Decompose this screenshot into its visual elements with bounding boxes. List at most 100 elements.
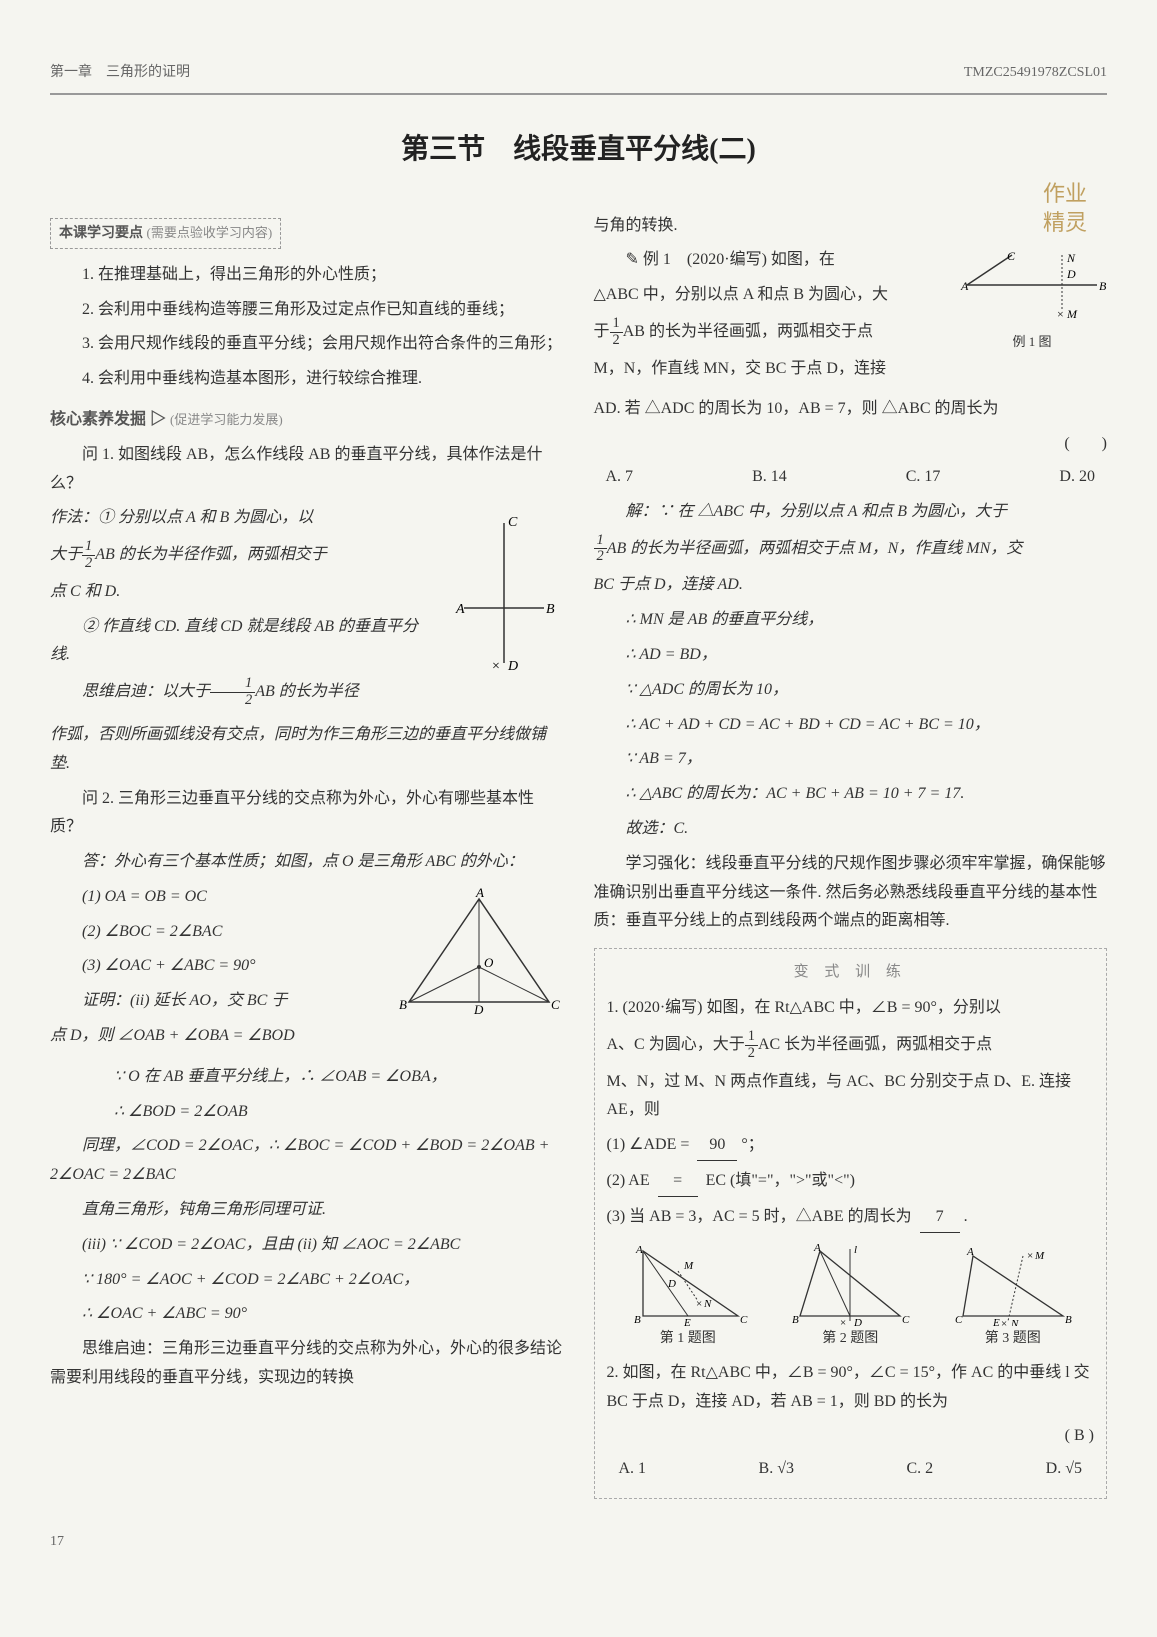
- header-bar: 第一章 三角形的证明 TMZC25491978ZCSL01: [50, 60, 1107, 95]
- q2-proof4: ∴ ∠BOD = 2∠OAB: [50, 1098, 564, 1127]
- svg-text:M: M: [683, 1260, 694, 1272]
- perp-bisector-svg: A B C × D: [444, 508, 564, 678]
- core-literacy-label: 核心素养发掘 ▷ (促进学习能力发展): [50, 406, 564, 435]
- label-text: 本课学习要点: [59, 226, 143, 241]
- circumcenter-diagram: A B C O D: [394, 887, 564, 1017]
- svg-text:N: N: [703, 1298, 712, 1310]
- q2-proof2: 点 D，则 ∠OAB + ∠OBA = ∠BOD: [50, 1022, 564, 1051]
- v2-choice-a: A. 1: [619, 1455, 647, 1484]
- q2-hint: 思维启迪：三角形三边垂直平分线的交点称为外心，外心的很多结论需要利用线段的垂直平…: [50, 1335, 564, 1393]
- fig1-svg: A B C M D E × N: [628, 1241, 748, 1326]
- example1-svg: A B C N D × M: [957, 250, 1107, 330]
- svg-text:×: ×: [492, 659, 500, 674]
- v1-q1: (1) ∠ADE = 90°；: [607, 1131, 1095, 1161]
- learning-points-label: 本课学习要点 (需要点验收学习内容): [50, 218, 281, 249]
- perp-bisector-diagram: A B C × D: [444, 508, 564, 678]
- label-sub: (促进学习能力发展): [170, 412, 283, 427]
- blank-perimeter: 7: [920, 1203, 960, 1233]
- svg-text:E: E: [683, 1317, 691, 1326]
- q2-intro: 问 2. 三角形三边垂直平分线的交点称为外心，外心有哪些基本性质？: [50, 785, 564, 843]
- cont-text: 与角的转换.: [594, 212, 1108, 241]
- watermark: 作业 精灵: [1043, 180, 1087, 237]
- svg-text:C: C: [955, 1314, 963, 1326]
- sol-7: ∴ AC + AD + CD = AC + BD + CD = AC + BC …: [594, 711, 1108, 740]
- svg-text:D: D: [507, 659, 518, 674]
- fig-1: A B C M D E × N 第 1 题图: [628, 1241, 748, 1351]
- svg-text:C: C: [508, 515, 518, 530]
- fig3-label: 第 3 题图: [953, 1326, 1073, 1351]
- svg-text:E: E: [992, 1317, 1000, 1326]
- sol-10: 故选：C.: [594, 815, 1108, 844]
- q2-proof7: (iii) ∵ ∠COD = 2∠OAC，且由 (ii) 知 ∠AOC = 2∠…: [50, 1231, 564, 1260]
- svg-text:B: B: [1099, 279, 1107, 293]
- q2-proof3: ∵ O 在 AB 垂直平分线上，∴ ∠OAB = ∠OBA，: [50, 1063, 564, 1092]
- q2-proof6: 直角三角形，钝角三角形同理可证.: [50, 1196, 564, 1225]
- variant-label: 变 式 训 练: [607, 959, 1095, 986]
- right-column: 与角的转换. A B C N D × M 例 1 图 ✎ 例 1 (2020·编…: [594, 206, 1108, 1499]
- fig2-svg: A B C l × D: [790, 1241, 910, 1326]
- svg-text:D: D: [667, 1278, 676, 1290]
- svg-text:×: ×: [1001, 1318, 1007, 1326]
- svg-text:B: B: [1065, 1314, 1072, 1326]
- ex1-line-d: M，N，作直线 MN，交 BC 于点 D，连接: [594, 355, 1108, 384]
- fig2-label: 第 2 题图: [790, 1326, 910, 1351]
- watermark-l2: 精灵: [1043, 209, 1087, 238]
- fig-2: A B C l × D 第 2 题图: [790, 1241, 910, 1351]
- q2-proof9: ∴ ∠OAC + ∠ABC = 90°: [50, 1300, 564, 1329]
- v1-q3: (3) 当 AB = 3，AC = 5 时，△ABE 的周长为 7.: [607, 1203, 1095, 1233]
- watermark-l1: 作业: [1043, 180, 1087, 209]
- choice-b: B. 14: [752, 463, 787, 492]
- svg-text:A: A: [813, 1242, 821, 1254]
- v2-choices: A. 1 B. √3 C. 2 D. √5: [607, 1455, 1095, 1484]
- svg-text:B: B: [399, 997, 407, 1012]
- fig3-svg: A C B × M × N E: [953, 1241, 1073, 1326]
- q1-hint2: 作弧，否则所画弧线没有交点，同时为作三角形三边的垂直平分线做铺垫.: [50, 721, 564, 779]
- svg-text:A: A: [635, 1244, 643, 1256]
- svg-text:N: N: [1010, 1318, 1019, 1326]
- circumcenter-svg: A B C O D: [394, 887, 564, 1017]
- point-4: 4. 会利用中垂线构造基本图形，进行较综合推理.: [50, 365, 564, 394]
- svg-text:×: ×: [840, 1317, 846, 1326]
- example1-figure: A B C N D × M 例 1 图: [957, 250, 1107, 353]
- q1-intro: 问 1. 如图线段 AB，怎么作线段 AB 的垂直平分线，具体作法是什么？: [50, 441, 564, 499]
- point-2: 2. 会利用中垂线构造等腰三角形及过定点作已知直线的垂线；: [50, 296, 564, 325]
- v2-choice-d: D. √5: [1046, 1455, 1082, 1484]
- svg-text:B: B: [634, 1314, 641, 1326]
- two-column-layout: 本课学习要点 (需要点验收学习内容) 1. 在推理基础上，得出三角形的外心性质；…: [50, 206, 1107, 1499]
- choice-c: C. 17: [906, 463, 941, 492]
- svg-text:B: B: [792, 1314, 799, 1326]
- choice-a: A. 7: [606, 463, 634, 492]
- figures-row: A B C M D E × N 第 1 题图: [607, 1241, 1095, 1351]
- fig1-label: 第 1 题图: [628, 1326, 748, 1351]
- svg-text:C: C: [902, 1314, 910, 1326]
- svg-text:×: ×: [696, 1298, 702, 1310]
- v2-a: 2. 如图，在 Rt△ABC 中，∠B = 90°，∠C = 15°，作 AC …: [607, 1359, 1095, 1417]
- svg-text:l: l: [854, 1244, 857, 1256]
- svg-text:D: D: [1066, 267, 1076, 281]
- svg-text:C: C: [740, 1314, 748, 1326]
- v1-a: 1. (2020·编写) 如图，在 Rt△ABC 中，∠B = 90°，分别以: [607, 994, 1095, 1023]
- example1-fig-label: 例 1 图: [957, 330, 1107, 353]
- svg-text:D: D: [473, 1002, 484, 1017]
- v1-q2: (2) AE = EC (填"="，">"或"<"): [607, 1167, 1095, 1197]
- chapter-label: 第一章 三角形的证明: [50, 60, 190, 85]
- svg-text:×: ×: [1027, 1250, 1033, 1262]
- sol-3: BC 于点 D，连接 AD.: [594, 571, 1108, 600]
- svg-text:N: N: [1066, 251, 1076, 265]
- svg-text:A: A: [966, 1246, 974, 1258]
- svg-text:M: M: [1066, 307, 1078, 321]
- q1-hint: 思维启迪：以大于12AB 的长为半径: [50, 676, 564, 709]
- sol-9: ∴ △ABC 的周长为：AC + BC + AB = 10 + 7 = 17.: [594, 780, 1108, 809]
- section-title: 第三节 线段垂直平分线(二): [50, 125, 1107, 175]
- choice-d: D. 20: [1059, 463, 1095, 492]
- sol-8: ∵ AB = 7，: [594, 745, 1108, 774]
- q2-proof5: 同理，∠COD = 2∠OAC，∴ ∠BOC = ∠COD + ∠BOD = 2…: [50, 1132, 564, 1190]
- ex1-choices: A. 7 B. 14 C. 17 D. 20: [594, 463, 1108, 492]
- v1-b: A、C 为圆心，大于12AC 长为半径画弧，两弧相交于点: [607, 1029, 1095, 1062]
- point-3: 3. 会用尺规作线段的垂直平分线；会用尺规作出符合条件的三角形；: [50, 330, 564, 359]
- svg-text:A: A: [475, 887, 484, 900]
- svg-text:C: C: [1007, 250, 1016, 263]
- v2-choice-b: B. √3: [759, 1455, 794, 1484]
- sol-5: ∴ AD = BD，: [594, 641, 1108, 670]
- sol-2: 12AB 的长为半径画弧，两弧相交于点 M，N，作直线 MN，交: [594, 533, 1108, 566]
